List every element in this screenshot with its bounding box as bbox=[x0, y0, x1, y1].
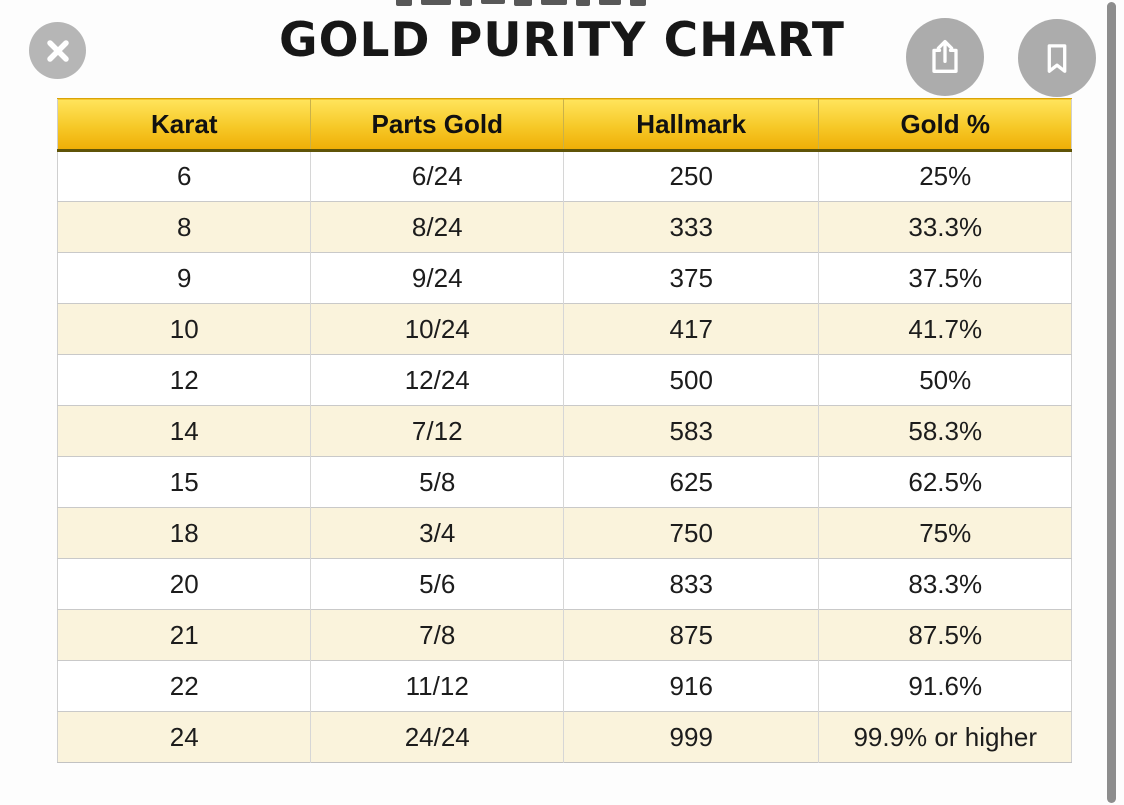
table-cell: 625 bbox=[562, 456, 819, 508]
table-cell: 375 bbox=[562, 252, 819, 304]
table-cell: 6/24 bbox=[310, 150, 564, 202]
table-cell: 83.3% bbox=[818, 558, 1072, 610]
table-cell: 875 bbox=[562, 609, 819, 661]
table-cell: 5/8 bbox=[310, 456, 564, 508]
table-cell: 12/24 bbox=[310, 354, 564, 406]
column-header-gold-pct: Gold % bbox=[818, 98, 1072, 152]
table-row: 15 5/8 625 62.5% bbox=[57, 456, 1072, 508]
table-cell: 7/12 bbox=[310, 405, 564, 457]
table-row: 10 10/24 417 41.7% bbox=[57, 303, 1072, 355]
column-header-hallmark: Hallmark bbox=[562, 98, 819, 152]
bookmark-icon bbox=[1035, 36, 1079, 80]
page-title: GOLD PURITY CHART bbox=[279, 13, 845, 68]
table-cell: 14 bbox=[57, 405, 311, 457]
table-cell: 21 bbox=[57, 609, 311, 661]
table-row: 20 5/6 833 83.3% bbox=[57, 558, 1072, 610]
table-row: 21 7/8 875 87.5% bbox=[57, 609, 1072, 661]
table-row: 12 12/24 500 50% bbox=[57, 354, 1072, 406]
table-cell: 15 bbox=[57, 456, 311, 508]
table-row: 14 7/12 583 58.3% bbox=[57, 405, 1072, 457]
table-cell: 250 bbox=[562, 150, 819, 202]
close-icon bbox=[43, 36, 73, 66]
table-cell: 5/6 bbox=[310, 558, 564, 610]
table-header-row: Karat Parts Gold Hallmark Gold % bbox=[57, 98, 1072, 152]
bookmark-button[interactable] bbox=[1018, 19, 1096, 97]
table-cell: 10/24 bbox=[310, 303, 564, 355]
table-cell: 3/4 bbox=[310, 507, 564, 559]
table-cell: 75% bbox=[818, 507, 1072, 559]
table-cell: 33.3% bbox=[818, 201, 1072, 253]
table-cell: 750 bbox=[562, 507, 819, 559]
table-cell: 333 bbox=[562, 201, 819, 253]
table-cell: 24 bbox=[57, 711, 311, 763]
table-cell: 8 bbox=[57, 201, 311, 253]
table-cell: 37.5% bbox=[818, 252, 1072, 304]
table-cell: 6 bbox=[57, 150, 311, 202]
table-cell: 916 bbox=[562, 660, 819, 712]
share-button[interactable] bbox=[906, 18, 984, 96]
table-row: 18 3/4 750 75% bbox=[57, 507, 1072, 559]
table-cell: 41.7% bbox=[818, 303, 1072, 355]
table-cell: 50% bbox=[818, 354, 1072, 406]
table-row: 22 11/12 916 91.6% bbox=[57, 660, 1072, 712]
table-cell: 20 bbox=[57, 558, 311, 610]
table-row: 8 8/24 333 33.3% bbox=[57, 201, 1072, 253]
table-cell: 583 bbox=[562, 405, 819, 457]
table-cell: 500 bbox=[562, 354, 819, 406]
table-cell: 22 bbox=[57, 660, 311, 712]
column-header-parts-gold: Parts Gold bbox=[310, 98, 564, 152]
gold-purity-table: Karat Parts Gold Hallmark Gold % 6 6/24 25… bbox=[57, 98, 1072, 763]
table-cell: 99.9% or higher bbox=[818, 711, 1072, 763]
table-cell: 87.5% bbox=[818, 609, 1072, 661]
vertical-scrollbar[interactable] bbox=[1107, 2, 1116, 803]
table-cell: 10 bbox=[57, 303, 311, 355]
table-cell: 24/24 bbox=[310, 711, 564, 763]
table-cell: 999 bbox=[562, 711, 819, 763]
table-cell: 58.3% bbox=[818, 405, 1072, 457]
table-cell: 11/12 bbox=[310, 660, 564, 712]
table-cell: 62.5% bbox=[818, 456, 1072, 508]
table-cell: 9 bbox=[57, 252, 311, 304]
table-cell: 25% bbox=[818, 150, 1072, 202]
cut-off-text-artifact bbox=[396, 0, 648, 7]
table-cell: 18 bbox=[57, 507, 311, 559]
table-body: 6 6/24 250 25% 8 8/24 333 33.3% 9 9/24 375 37.5% 10 1… bbox=[57, 150, 1072, 763]
table-cell: 12 bbox=[57, 354, 311, 406]
share-icon bbox=[923, 35, 967, 79]
table-cell: 91.6% bbox=[818, 660, 1072, 712]
table-row: 9 9/24 375 37.5% bbox=[57, 252, 1072, 304]
table-row: 24 24/24 999 99.9% or higher bbox=[57, 711, 1072, 763]
column-header-karat: Karat bbox=[57, 98, 311, 152]
table-cell: 833 bbox=[562, 558, 819, 610]
table-cell: 9/24 bbox=[310, 252, 564, 304]
close-button[interactable] bbox=[29, 22, 86, 79]
table-cell: 7/8 bbox=[310, 609, 564, 661]
table-row: 6 6/24 250 25% bbox=[57, 150, 1072, 202]
table-cell: 8/24 bbox=[310, 201, 564, 253]
table-cell: 417 bbox=[562, 303, 819, 355]
